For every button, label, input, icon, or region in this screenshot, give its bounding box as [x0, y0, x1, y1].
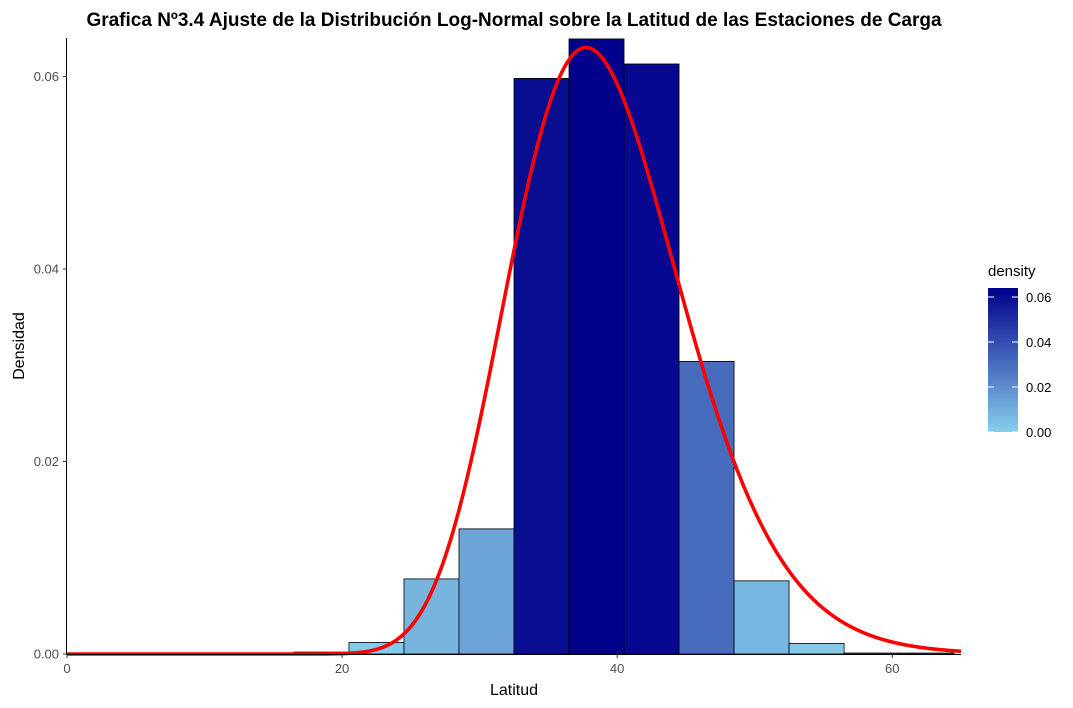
y-tick-label: 0.04 — [34, 262, 59, 277]
histogram-bar-8 — [733, 580, 790, 655]
histogram-bar-4 — [513, 78, 570, 655]
x-axis-ticks: 0 20 40 60 — [63, 654, 899, 676]
legend: density 0.00 0.02 0.04 0.06 — [988, 263, 1051, 440]
x-tick-label: 60 — [885, 661, 899, 676]
histogram-bar-10 — [843, 652, 900, 655]
y-axis-ticks: 0.00 0.02 0.04 0.06 — [34, 69, 67, 662]
legend-title: density — [988, 263, 1036, 280]
x-tick-label: 0 — [63, 661, 70, 676]
y-tick-label: 0.02 — [34, 454, 59, 469]
histogram-bar-3 — [458, 528, 515, 655]
legend-tick-label: 0.02 — [1026, 380, 1051, 395]
y-tick-label: 0.00 — [34, 647, 59, 662]
histogram-bars — [293, 38, 955, 655]
legend-colorbar — [988, 288, 1018, 432]
y-tick-label: 0.06 — [34, 69, 59, 84]
legend-tick-label: 0.06 — [1026, 290, 1051, 305]
histogram-bar-6 — [623, 63, 680, 655]
legend-ticks: 0.00 0.02 0.04 0.06 — [988, 290, 1051, 440]
legend-tick-label: 0.04 — [1026, 335, 1051, 350]
histogram-bar-11 — [898, 652, 955, 655]
histogram-bar-7 — [678, 360, 735, 655]
x-tick-label: 40 — [610, 661, 624, 676]
histogram-bar-9 — [788, 643, 845, 655]
histogram-bar-5 — [568, 38, 625, 655]
x-tick-label: 20 — [335, 661, 349, 676]
x-axis-label: Latitud — [490, 682, 538, 699]
chart-title: Grafica Nº3.4 Ajuste de la Distribución … — [86, 10, 942, 31]
legend-tick-label: 0.00 — [1026, 425, 1051, 440]
y-axis-label: Densidad — [11, 312, 28, 380]
